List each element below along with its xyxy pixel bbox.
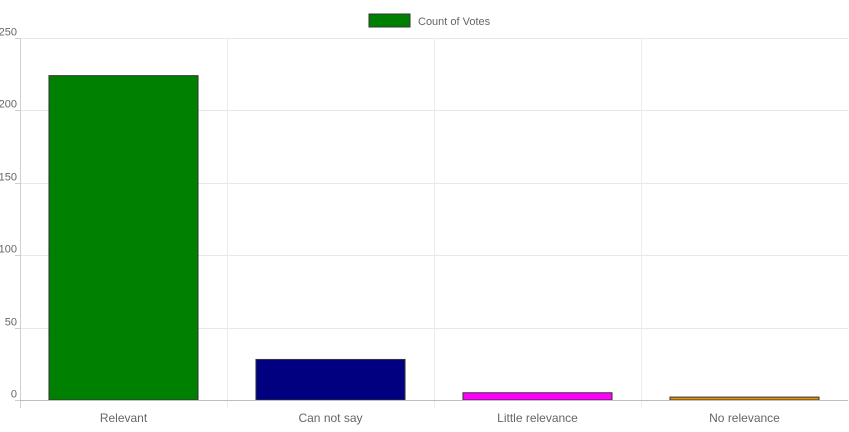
bar-relevant [48, 75, 199, 401]
bars [48, 75, 820, 401]
ytick-label-100: 100 [0, 244, 17, 256]
ytick-label-50: 50 [5, 317, 17, 329]
xtick-label-can-not-say: Can not say [298, 411, 362, 425]
bar-can-not-say [255, 358, 406, 401]
ytick-label-250: 250 [0, 27, 17, 39]
bar-little-relevance [462, 392, 613, 401]
legend-label-count-of-votes: Count of Votes [418, 16, 491, 28]
xtick-label-little-relevance: Little relevance [497, 411, 578, 425]
bar-no-relevance [669, 396, 820, 401]
legend-swatch-count-of-votes [368, 13, 411, 28]
ytick-label-150: 150 [0, 172, 17, 184]
ytick-label-200: 200 [0, 99, 17, 111]
xtick-label-no-relevance: No relevance [709, 411, 780, 425]
legend: Count of Votes [368, 13, 491, 28]
axes: 0 50 100 150 200 250 Relevant Can not say Little… [0, 27, 848, 425]
xtick-label-relevant: Relevant [100, 411, 148, 425]
ytick-label-0: 0 [11, 389, 17, 401]
